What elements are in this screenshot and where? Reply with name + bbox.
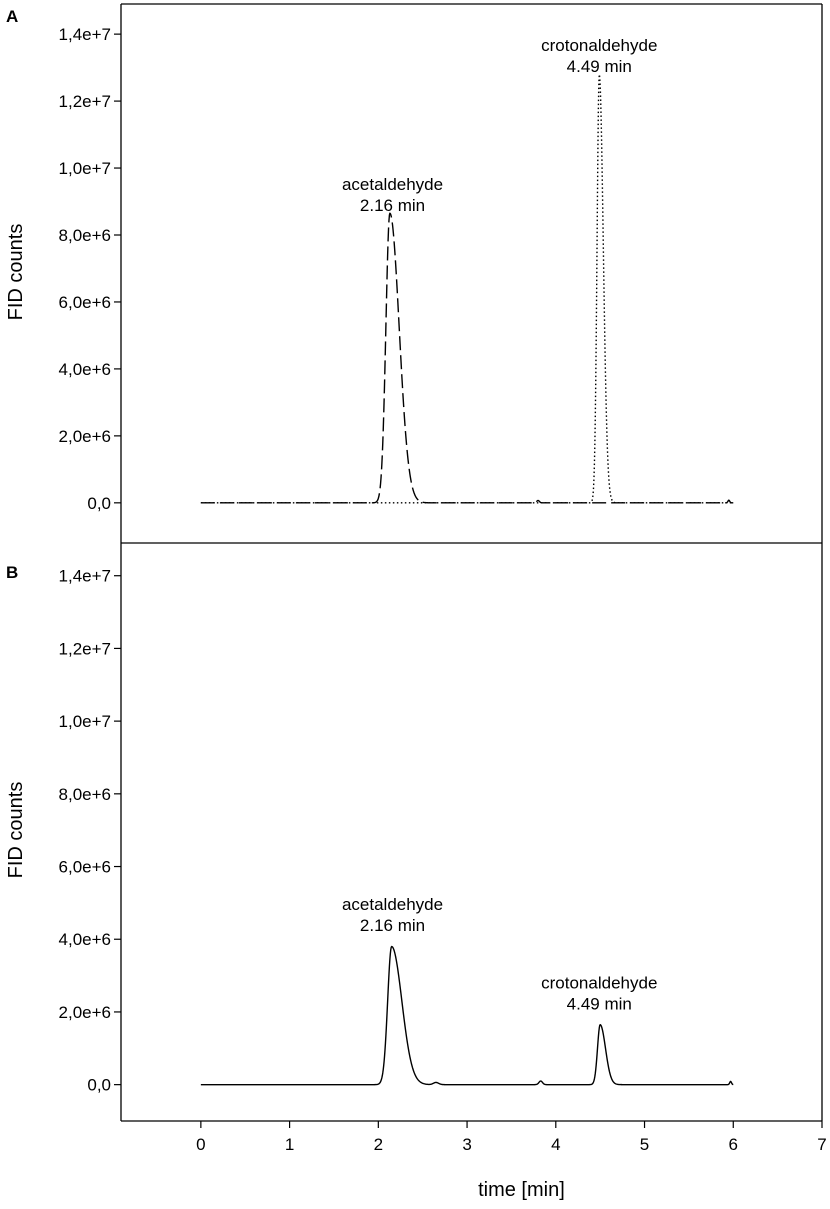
y-tick-label: 1,0e+7: [59, 712, 111, 731]
y-tick-label: 4,0e+6: [59, 930, 111, 949]
y-tick-label: 4,0e+6: [59, 360, 111, 379]
y-tick-label: 1,0e+7: [59, 159, 111, 178]
x-tick-label: 7: [817, 1135, 826, 1154]
y-tick-label: 1,4e+7: [59, 25, 111, 44]
x-tick-label: 0: [196, 1135, 205, 1154]
panel-b: B 0,0 2,0e+6 4,0e+6 6,0e+6 8,0e+6 1,0e+7 1,2e+7…: [5, 542, 827, 1201]
x-axis-title: time [min]: [478, 1179, 565, 1201]
peak-annotation-line: crotonaldehyde: [541, 36, 657, 55]
y-tick-label: 1,4e+7: [59, 567, 111, 586]
x-tick-label: 6: [729, 1135, 738, 1154]
y-tick-label: 6,0e+6: [59, 293, 111, 312]
x-tick-label: 1: [285, 1135, 294, 1154]
y-tick-label: 1,2e+7: [59, 92, 111, 111]
peak-annotation-line: 2.16 min: [360, 916, 425, 935]
y-tick-label: 2,0e+6: [59, 1003, 111, 1022]
plot-frame: [120, 542, 823, 1122]
x-tick-label: 3: [462, 1135, 471, 1154]
series-line-dotted: [200, 73, 734, 504]
series-line-solid: [200, 945, 734, 1086]
peak-annotation-line: crotonaldehyde: [541, 973, 657, 992]
peak-annotation-line: 2.16 min: [360, 196, 425, 215]
plot-frame: [120, 3, 823, 543]
peak-annotation-line: acetaldehyde: [342, 895, 443, 914]
y-tick-label: 8,0e+6: [59, 226, 111, 245]
panel-a: A 0,0 2,0e+6 4,0e+6 6,0e+6 8,0e+6 1,0e+7 1,2e+7…: [5, 3, 823, 543]
peak-annotation-line: 4.49 min: [567, 994, 632, 1013]
peak-annotation-line: acetaldehyde: [342, 175, 443, 194]
y-tick-label: 2,0e+6: [59, 427, 111, 446]
x-tick-label: 4: [551, 1135, 560, 1154]
x-tick-label: 2: [374, 1135, 383, 1154]
panel-letter: A: [6, 7, 18, 26]
y-axis-title: FID counts: [5, 782, 27, 879]
y-axis-title: FID counts: [5, 224, 27, 321]
peak-annotation-line: 4.49 min: [567, 57, 632, 76]
y-tick-label: 1,2e+7: [59, 639, 111, 658]
series-line-dashed: [200, 212, 734, 504]
y-tick-label: 0,0: [87, 1076, 111, 1095]
panel-letter: B: [6, 563, 18, 582]
y-tick-label: 0,0: [87, 494, 111, 513]
y-tick-label: 6,0e+6: [59, 858, 111, 877]
y-tick-label: 8,0e+6: [59, 785, 111, 804]
x-tick-label: 5: [640, 1135, 649, 1154]
